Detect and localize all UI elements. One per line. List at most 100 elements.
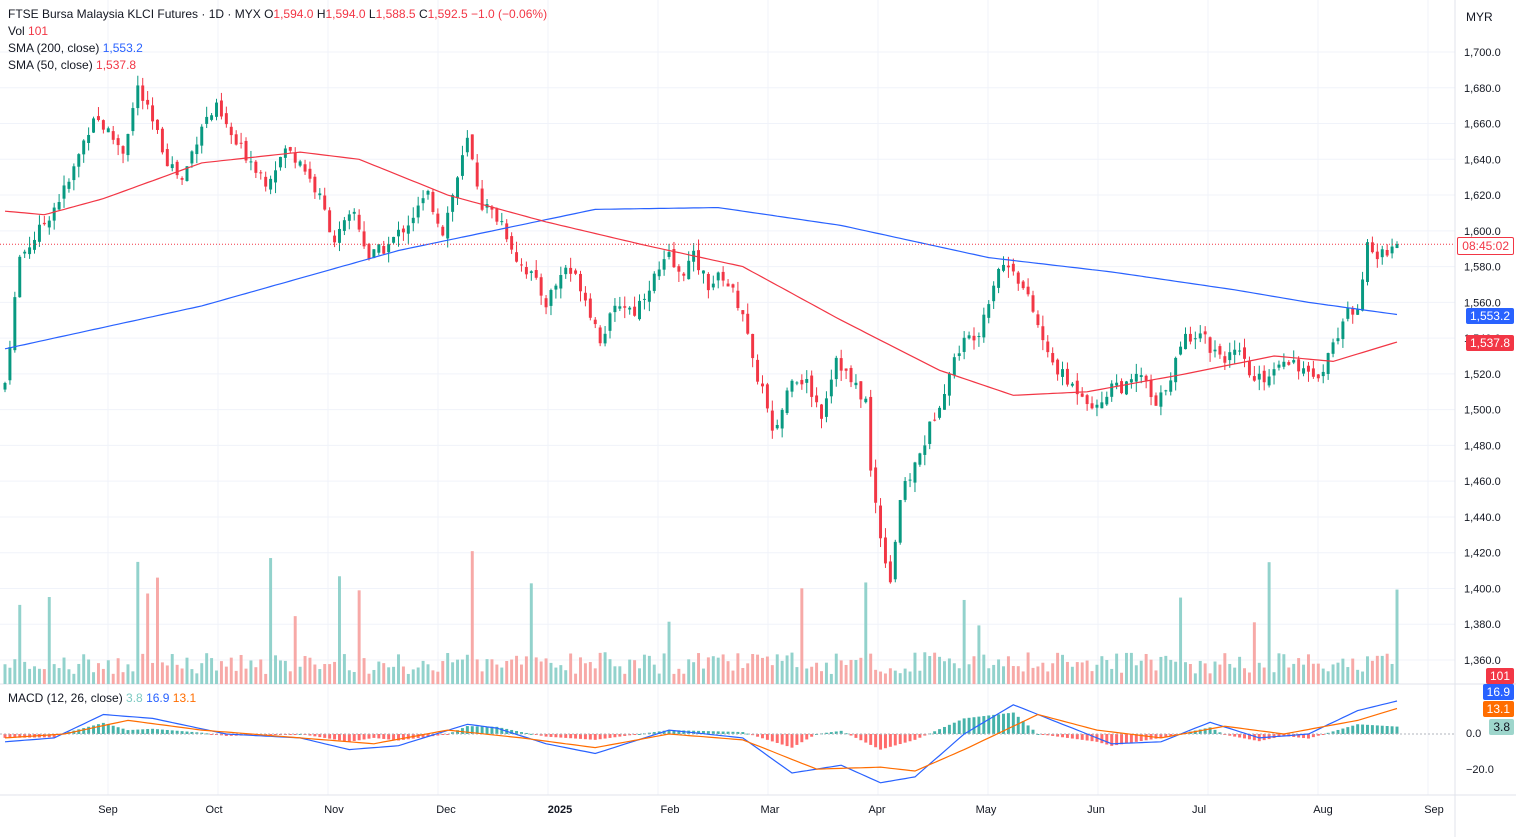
- sma200-legend[interactable]: SMA (200, close) 1,553.2: [8, 40, 143, 57]
- volume-bar: [72, 673, 76, 684]
- candle-body: [559, 275, 563, 289]
- macd-legend[interactable]: MACD (12, 26, close) 3.8 16.9 13.1: [8, 690, 196, 707]
- volume-bar: [642, 654, 646, 684]
- open-value: 1,594.0: [273, 7, 314, 21]
- volume-bar: [859, 657, 863, 684]
- candle-body: [1056, 359, 1060, 375]
- candle-body: [392, 236, 396, 243]
- volume-bar: [785, 655, 789, 684]
- candle-body: [1282, 361, 1286, 367]
- volume-bar: [1036, 666, 1040, 684]
- macd-histogram-bar: [1247, 734, 1251, 740]
- macd-histogram-bar: [1297, 734, 1301, 738]
- volume-bar: [1021, 671, 1025, 684]
- candle-body: [67, 181, 71, 189]
- candle-body: [687, 260, 691, 280]
- volume-bar: [997, 659, 1001, 684]
- candle-body: [1297, 359, 1301, 372]
- volume-bar: [146, 593, 150, 684]
- candle-body: [347, 214, 351, 221]
- volume-bar: [1247, 672, 1251, 684]
- candle-body: [475, 162, 479, 187]
- volume-legend[interactable]: Vol 101: [8, 23, 48, 40]
- macd-histogram-bar: [1243, 734, 1246, 739]
- volume-bar: [564, 670, 568, 684]
- sma200-tag: 1,553.2: [1465, 308, 1514, 324]
- vol-value: 101: [28, 24, 49, 38]
- macd-histogram-bar: [185, 731, 189, 734]
- volume-bar: [28, 668, 32, 684]
- macd-histogram-bar: [1356, 724, 1360, 734]
- volume-bar: [205, 653, 209, 684]
- candle-body: [519, 264, 523, 266]
- macd-histogram-bar: [490, 726, 494, 734]
- currency-label[interactable]: MYR: [1466, 10, 1493, 24]
- macd-histogram-bar: [106, 724, 110, 734]
- macd-histogram-bar: [1370, 725, 1374, 734]
- macd-histogram-bar: [1385, 726, 1389, 734]
- volume-bar: [898, 673, 902, 684]
- candle-body: [1184, 333, 1187, 350]
- volume-bar: [288, 671, 292, 684]
- macd-signal-tag: 13.1: [1482, 701, 1514, 717]
- macd-histogram-bar: [667, 730, 671, 734]
- macd-histogram-bar: [382, 734, 386, 739]
- macd-hist-value: 3.8: [126, 691, 143, 705]
- low-label: L: [368, 7, 376, 21]
- macd-histogram-bar: [539, 734, 543, 736]
- macd-histogram-bar: [1311, 734, 1315, 738]
- candle-body: [82, 140, 86, 155]
- volume-bar: [1120, 672, 1124, 684]
- volume-bar: [1129, 652, 1133, 684]
- candle-body: [800, 379, 804, 385]
- volume-bar: [1139, 660, 1143, 684]
- macd-histogram-bar: [903, 734, 907, 743]
- volume-bar: [1144, 653, 1148, 684]
- volume-bar: [451, 662, 455, 684]
- candle-body: [618, 306, 622, 309]
- candle-body: [52, 207, 56, 221]
- candle-body: [416, 205, 420, 218]
- symbol-title[interactable]: FTSE Bursa Malaysia KLCI Futures · 1D · …: [8, 7, 261, 21]
- volume-bar: [1267, 562, 1271, 684]
- sma50-legend[interactable]: SMA (50, close) 1,537.8: [8, 57, 136, 74]
- macd-histogram-bar: [3, 734, 7, 738]
- volume-bar: [1356, 669, 1360, 684]
- volume-bar: [224, 666, 228, 684]
- candle-body: [1164, 390, 1168, 392]
- volume-bar: [42, 669, 46, 684]
- volume-bar: [77, 663, 81, 684]
- candle-body: [342, 220, 346, 231]
- candle-body: [820, 404, 823, 419]
- macd-histogram-bar: [943, 726, 946, 734]
- candle-body: [805, 379, 809, 383]
- candle-body: [1361, 279, 1365, 311]
- macd-histogram-bar: [701, 731, 705, 734]
- volume-bar: [333, 661, 337, 684]
- macd-histogram-bar: [633, 734, 637, 735]
- volume-bar: [485, 659, 489, 684]
- macd-histogram-bar: [1351, 725, 1355, 734]
- volume-bar: [505, 660, 509, 684]
- volume-bar: [515, 655, 519, 684]
- volume-bar: [229, 657, 233, 684]
- candle-body: [903, 481, 907, 500]
- candle-body: [1100, 402, 1104, 409]
- volume-bar: [1124, 652, 1128, 684]
- volume-bar: [874, 669, 878, 684]
- volume-bar: [534, 657, 538, 684]
- macd-histogram-bar: [829, 732, 833, 734]
- volume-bar: [436, 671, 440, 684]
- macd-histogram-bar: [121, 728, 125, 734]
- volume-bar: [603, 652, 607, 684]
- candle-body: [406, 225, 410, 234]
- candle-body: [1065, 368, 1069, 385]
- macd-histogram-bar: [623, 734, 627, 736]
- macd-histogram-bar: [1164, 734, 1168, 737]
- macd-histogram-bar: [933, 731, 937, 734]
- candle-body: [923, 445, 927, 455]
- candle-body: [500, 221, 504, 223]
- candle-body: [790, 380, 794, 392]
- volume-bar: [982, 654, 986, 684]
